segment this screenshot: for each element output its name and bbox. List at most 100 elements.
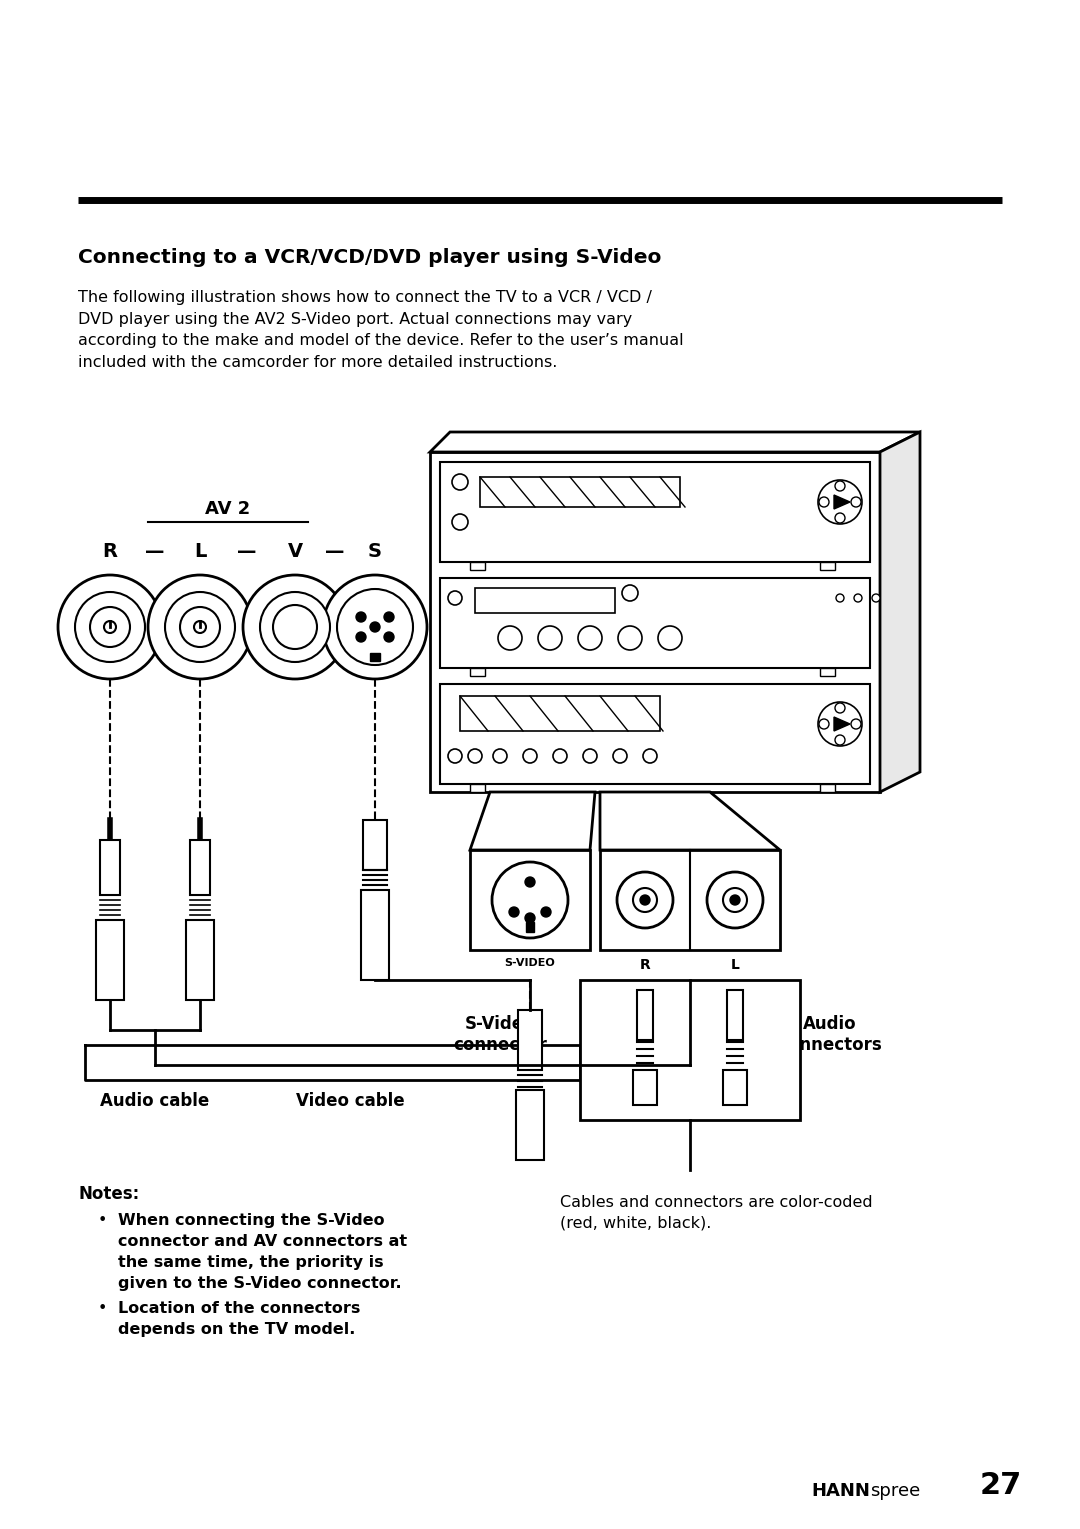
Polygon shape [430, 433, 920, 453]
Text: AV 2: AV 2 [205, 500, 251, 518]
Bar [580, 980, 800, 1121]
Circle shape [370, 622, 380, 631]
Text: —: — [238, 541, 257, 561]
Circle shape [819, 719, 829, 729]
Circle shape [384, 631, 394, 642]
Text: When connecting the S-Video
connector and AV connectors at
the same time, the pr: When connecting the S-Video connector an… [118, 1212, 407, 1290]
Circle shape [243, 575, 347, 679]
Circle shape [617, 872, 673, 928]
Bar [470, 784, 485, 792]
Bar [820, 668, 835, 676]
Circle shape [835, 735, 845, 745]
Circle shape [538, 625, 562, 650]
Circle shape [90, 607, 130, 647]
Bar [727, 989, 743, 1040]
Circle shape [525, 878, 535, 887]
Circle shape [622, 586, 638, 601]
Circle shape [618, 625, 642, 650]
Text: S-Video
connector: S-Video connector [454, 1015, 546, 1053]
Bar [633, 1070, 657, 1105]
Text: R: R [639, 959, 650, 972]
Circle shape [453, 474, 468, 489]
Circle shape [453, 514, 468, 531]
Circle shape [707, 872, 762, 928]
Circle shape [818, 702, 862, 746]
Circle shape [723, 888, 747, 911]
Text: L: L [193, 541, 206, 561]
Circle shape [323, 575, 427, 679]
Text: L: L [730, 959, 740, 972]
Circle shape [836, 593, 843, 602]
Circle shape [640, 894, 650, 905]
Bar [470, 563, 485, 570]
Bar [470, 850, 590, 950]
Circle shape [523, 749, 537, 763]
Circle shape [613, 749, 627, 763]
Circle shape [541, 907, 551, 917]
Circle shape [525, 913, 535, 924]
Polygon shape [470, 792, 595, 850]
Circle shape [448, 749, 462, 763]
Circle shape [448, 592, 462, 605]
Bar [516, 1090, 544, 1161]
Bar [723, 1070, 747, 1105]
Bar [637, 989, 653, 1040]
Bar [440, 462, 870, 563]
Text: S: S [368, 541, 382, 561]
Text: •: • [98, 1212, 107, 1228]
Bar [440, 683, 870, 784]
Circle shape [509, 907, 519, 917]
Bar [96, 920, 124, 1000]
Circle shape [835, 703, 845, 713]
Circle shape [75, 592, 145, 662]
Circle shape [58, 575, 162, 679]
Circle shape [643, 749, 657, 763]
Circle shape [498, 625, 522, 650]
Circle shape [165, 592, 235, 662]
Text: 27: 27 [980, 1471, 1023, 1500]
Circle shape [468, 749, 482, 763]
Circle shape [633, 888, 657, 911]
Bar [361, 890, 389, 980]
Circle shape [337, 589, 413, 665]
Circle shape [818, 480, 862, 524]
Circle shape [384, 612, 394, 622]
Bar [460, 696, 660, 731]
Text: Location of the connectors
depends on the TV model.: Location of the connectors depends on th… [118, 1301, 361, 1336]
Text: spree: spree [870, 1482, 920, 1500]
Circle shape [835, 514, 845, 523]
Bar [370, 653, 380, 661]
Bar [475, 589, 615, 613]
Circle shape [658, 625, 681, 650]
Text: Audio
connectors: Audio connectors [778, 1015, 882, 1053]
Circle shape [553, 749, 567, 763]
Bar [363, 820, 387, 870]
Circle shape [104, 621, 116, 633]
Text: —: — [325, 541, 345, 561]
Circle shape [835, 482, 845, 491]
Text: Video cable: Video cable [296, 1092, 404, 1110]
Bar [100, 839, 120, 894]
Text: Cables and connectors are color-coded
(red, white, black).: Cables and connectors are color-coded (r… [561, 1196, 873, 1231]
Circle shape [194, 621, 206, 633]
Circle shape [180, 607, 220, 647]
Bar [430, 453, 880, 792]
Bar [600, 850, 780, 950]
Circle shape [273, 605, 318, 648]
Text: Notes:: Notes: [78, 1185, 139, 1203]
Circle shape [819, 497, 829, 508]
Circle shape [851, 719, 861, 729]
Circle shape [356, 631, 366, 642]
Bar [480, 477, 680, 508]
Bar [820, 784, 835, 792]
Bar [526, 922, 534, 933]
Polygon shape [834, 717, 850, 731]
Bar [186, 920, 214, 1000]
Polygon shape [880, 433, 920, 792]
Circle shape [492, 862, 568, 937]
Circle shape [583, 749, 597, 763]
Text: The following illustration shows how to connect the TV to a VCR / VCD /
DVD play: The following illustration shows how to … [78, 291, 684, 370]
Circle shape [851, 497, 861, 508]
Circle shape [854, 593, 862, 602]
Polygon shape [600, 792, 780, 850]
